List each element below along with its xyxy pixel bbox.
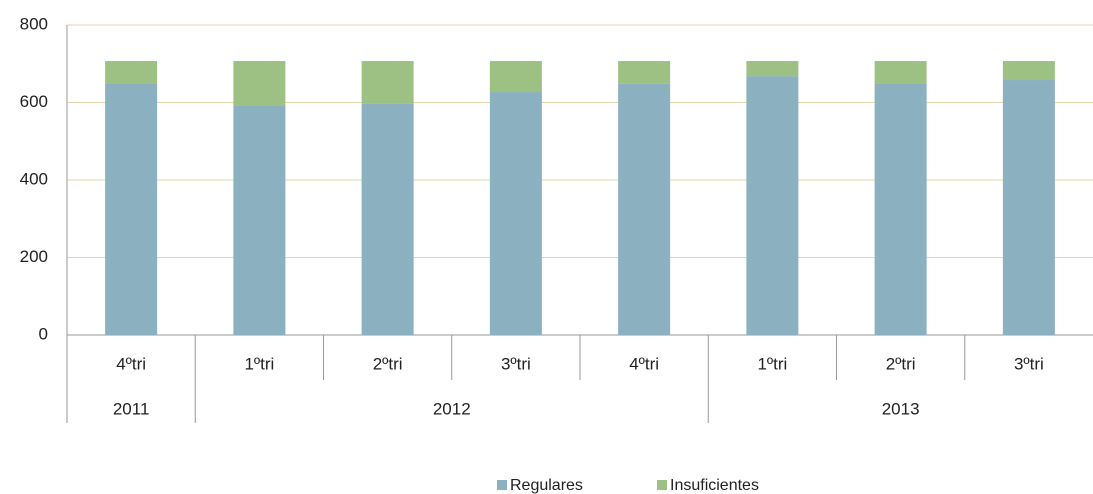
y-tick-label: 400 [20, 169, 48, 188]
bar-segment [105, 83, 158, 335]
x-tick-label: 4ºtri [629, 354, 659, 373]
bar-segment [105, 61, 158, 84]
bar-segment [361, 103, 414, 336]
bar-segment [489, 61, 542, 93]
bar-segment [874, 83, 927, 335]
x-tick-label: 3ºtri [501, 354, 531, 373]
legend-label: Insuficientes [670, 477, 759, 494]
legend-swatch [657, 480, 667, 490]
legend-swatch [497, 480, 507, 490]
x-tick-label: 4ºtri [116, 354, 146, 373]
bar-segment [361, 61, 414, 104]
group-label: 2011 [113, 399, 150, 418]
x-tick-label: 1ºtri [244, 354, 274, 373]
bar-segment [746, 76, 799, 336]
bar-segment [1002, 61, 1055, 81]
x-tick-label: 3ºtri [1014, 354, 1044, 373]
bar-segment [1002, 80, 1055, 336]
y-tick-label: 800 [20, 14, 48, 33]
y-tick-label: 0 [39, 324, 48, 343]
bar-segment [233, 61, 286, 106]
x-tick-label: 1ºtri [757, 354, 787, 373]
legend-label: Regulares [510, 477, 583, 494]
bar-segment [618, 83, 671, 336]
bar-segment [233, 105, 286, 335]
bar-segment [746, 61, 799, 77]
x-tick-label: 2ºtri [373, 354, 403, 373]
group-label: 2013 [882, 399, 920, 418]
x-tick-label: 2ºtri [886, 354, 916, 373]
y-tick-label: 200 [20, 247, 48, 266]
bar-segment [874, 61, 927, 84]
group-label: 2012 [433, 399, 471, 418]
bar-segment [618, 61, 671, 84]
bar-segment [489, 92, 542, 335]
y-tick-label: 600 [20, 92, 48, 111]
